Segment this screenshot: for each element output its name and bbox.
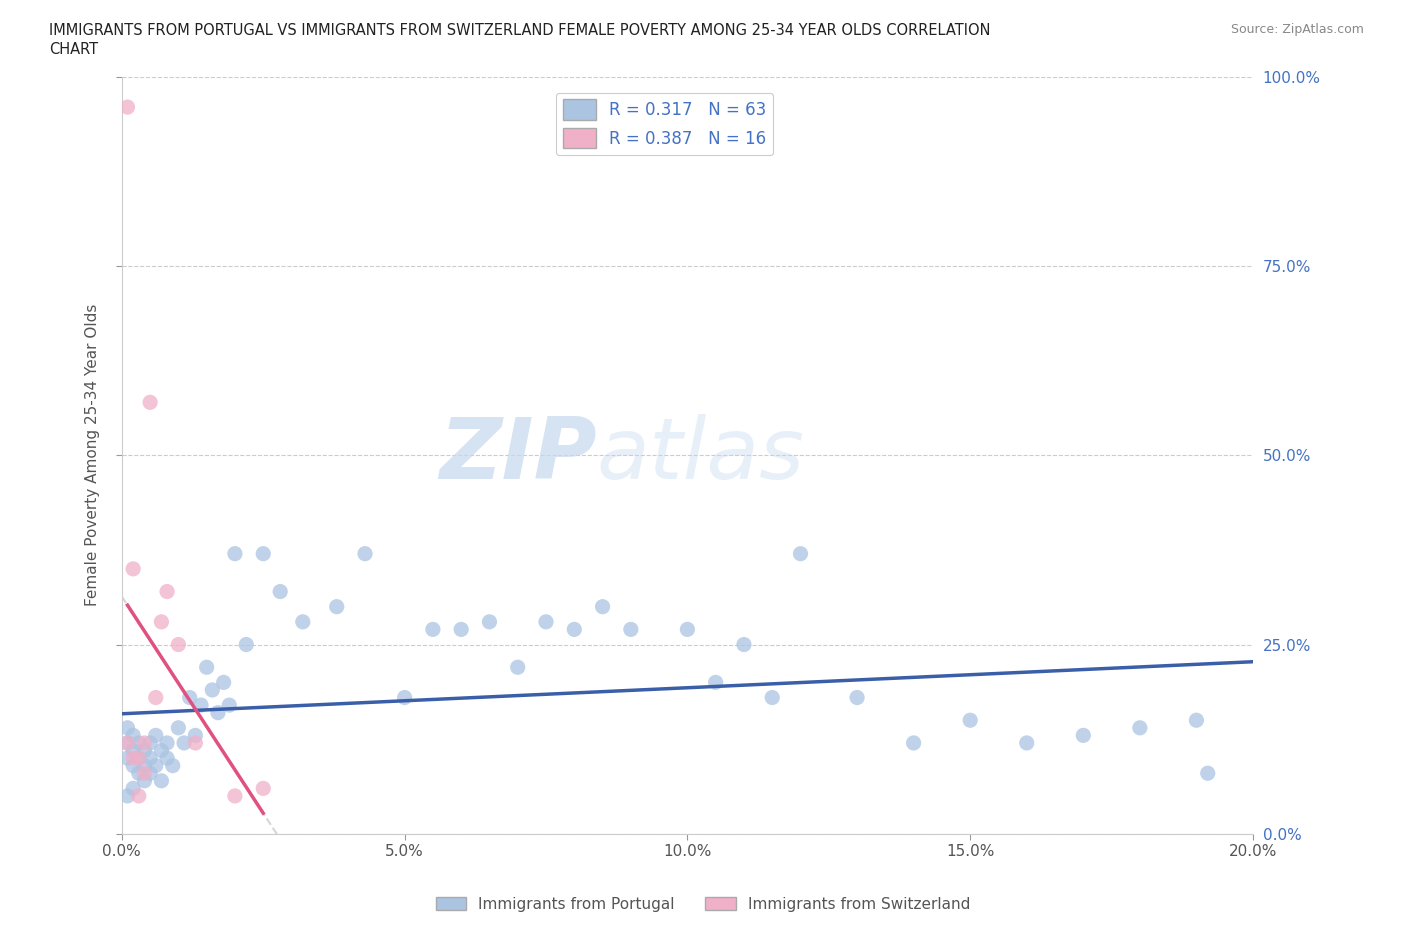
Legend: R = 0.317   N = 63, R = 0.387   N = 16: R = 0.317 N = 63, R = 0.387 N = 16: [557, 93, 773, 155]
Point: [450, 622, 472, 637]
Point: [117, 736, 139, 751]
Point: [150, 774, 173, 789]
Point: [190, 698, 212, 712]
Text: ZIP: ZIP: [439, 414, 598, 497]
Point: [789, 546, 811, 561]
Point: [167, 637, 190, 652]
Point: [122, 562, 145, 577]
Point: [218, 698, 240, 712]
Point: [128, 765, 150, 780]
Point: [156, 736, 179, 751]
Point: [224, 546, 246, 561]
Point: [156, 751, 179, 765]
Text: Source: ZipAtlas.com: Source: ZipAtlas.com: [1230, 23, 1364, 36]
Text: CHART: CHART: [49, 42, 98, 57]
Point: [122, 743, 145, 758]
Point: [1015, 736, 1038, 751]
Point: [117, 100, 139, 114]
Point: [201, 683, 224, 698]
Point: [139, 736, 162, 751]
Point: [122, 728, 145, 743]
Point: [134, 765, 156, 780]
Point: [162, 758, 184, 773]
Point: [326, 599, 349, 614]
Point: [562, 622, 585, 637]
Point: [252, 781, 274, 796]
Point: [134, 743, 156, 758]
Point: [1071, 728, 1094, 743]
Point: [1129, 721, 1152, 736]
Point: [122, 781, 145, 796]
Text: atlas: atlas: [598, 414, 804, 497]
Point: [184, 728, 207, 743]
Text: IMMIGRANTS FROM PORTUGAL VS IMMIGRANTS FROM SWITZERLAND FEMALE POVERTY AMONG 25-: IMMIGRANTS FROM PORTUGAL VS IMMIGRANTS F…: [49, 23, 991, 38]
Point: [422, 622, 444, 637]
Point: [139, 765, 162, 780]
Point: [134, 758, 156, 773]
Point: [150, 743, 173, 758]
Point: [478, 615, 501, 630]
Point: [128, 736, 150, 751]
Point: [145, 690, 167, 705]
Point: [150, 615, 173, 630]
Point: [117, 751, 139, 765]
Point: [128, 789, 150, 804]
Point: [128, 751, 150, 765]
Point: [173, 736, 195, 751]
Point: [195, 659, 218, 674]
Point: [179, 690, 201, 705]
Point: [134, 774, 156, 789]
Point: [156, 584, 179, 599]
Point: [733, 637, 755, 652]
Point: [117, 789, 139, 804]
Point: [139, 395, 162, 410]
Point: [959, 712, 981, 727]
Point: [134, 736, 156, 751]
Point: [117, 721, 139, 736]
Point: [184, 736, 207, 751]
Point: [122, 751, 145, 765]
Point: [224, 789, 246, 804]
Legend: Immigrants from Portugal, Immigrants from Switzerland: Immigrants from Portugal, Immigrants fro…: [429, 890, 977, 918]
Point: [145, 728, 167, 743]
Point: [620, 622, 643, 637]
Point: [235, 637, 257, 652]
Point: [117, 736, 139, 751]
Point: [704, 675, 727, 690]
Point: [145, 758, 167, 773]
Point: [506, 659, 529, 674]
Point: [122, 758, 145, 773]
Point: [534, 615, 557, 630]
Point: [167, 721, 190, 736]
Point: [1197, 765, 1219, 780]
Y-axis label: Female Poverty Among 25-34 Year Olds: Female Poverty Among 25-34 Year Olds: [86, 304, 100, 606]
Point: [676, 622, 699, 637]
Point: [354, 546, 377, 561]
Point: [207, 705, 229, 720]
Point: [269, 584, 291, 599]
Point: [1185, 712, 1208, 727]
Point: [592, 599, 614, 614]
Point: [291, 615, 314, 630]
Point: [846, 690, 869, 705]
Point: [761, 690, 783, 705]
Point: [128, 751, 150, 765]
Point: [139, 751, 162, 765]
Point: [903, 736, 925, 751]
Point: [394, 690, 416, 705]
Point: [252, 546, 274, 561]
Point: [212, 675, 235, 690]
